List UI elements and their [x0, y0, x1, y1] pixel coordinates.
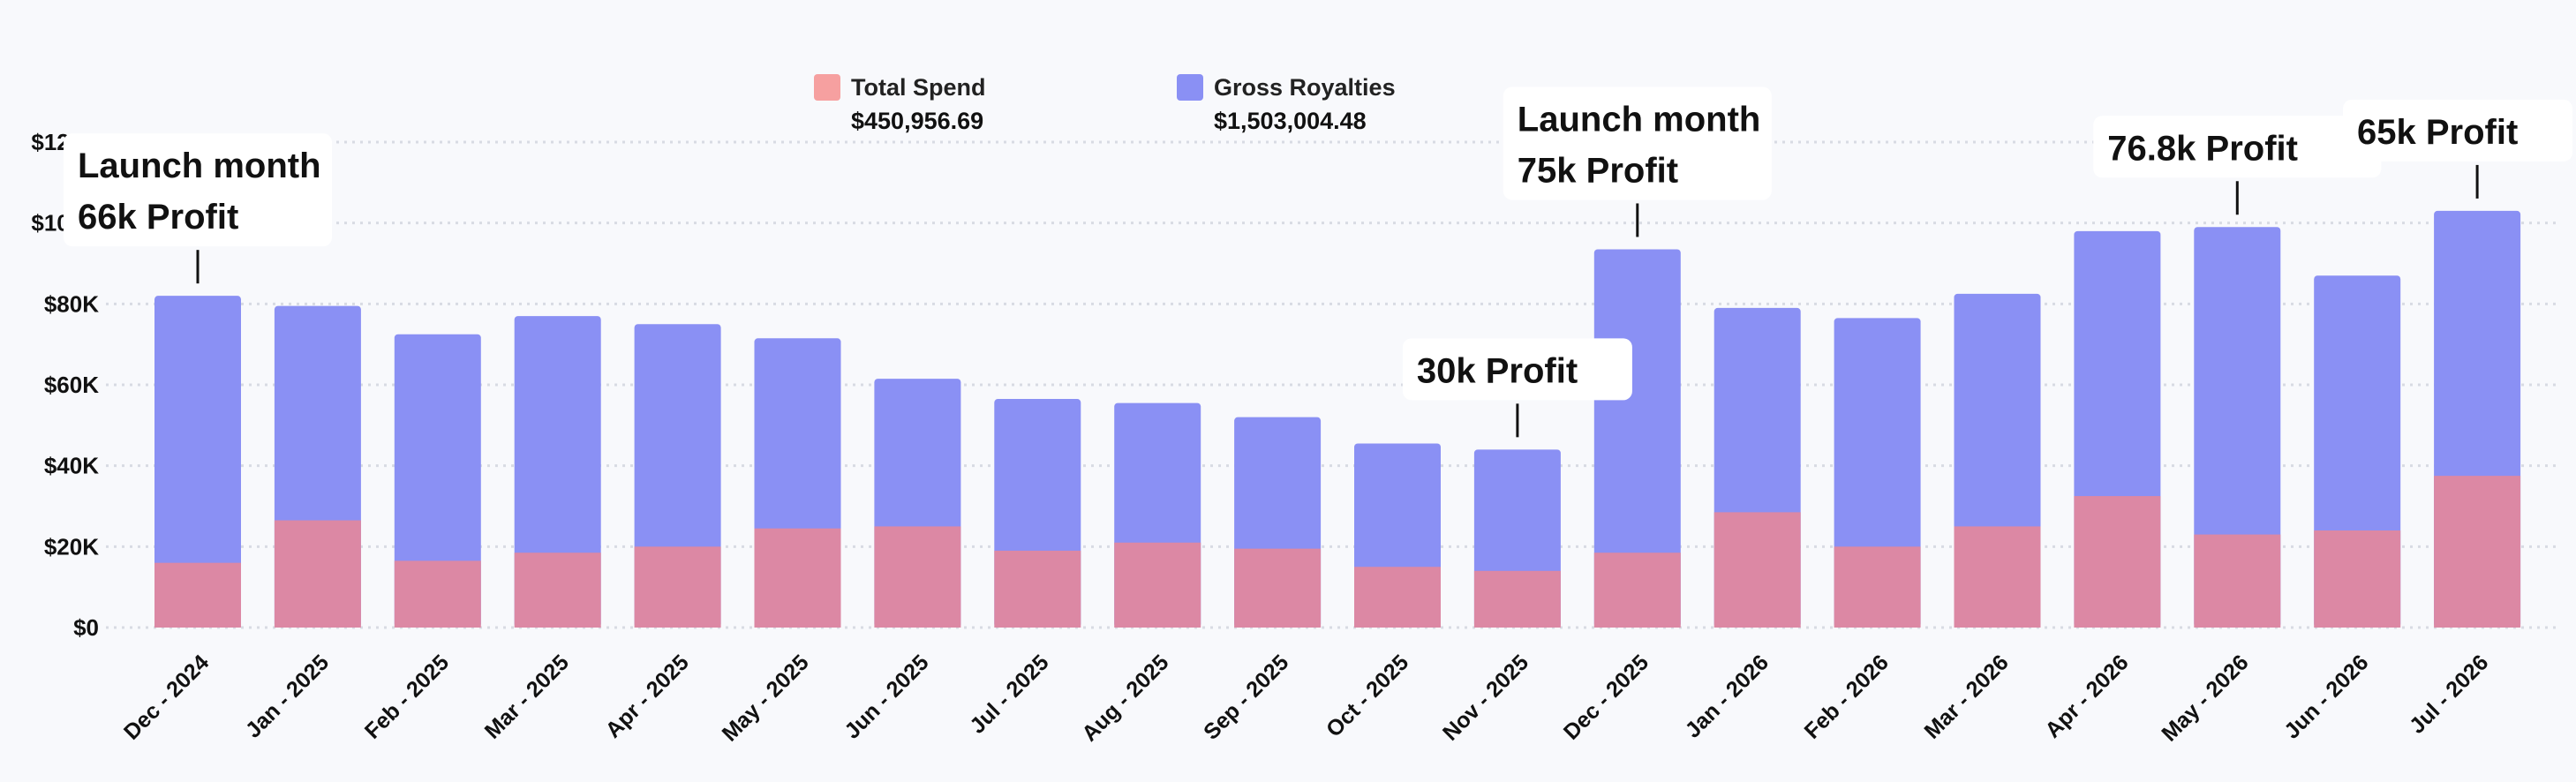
x-tick-label: Jul - 2026 [2405, 650, 2493, 738]
annotation-text: 65k Profit [2357, 113, 2518, 152]
x-tick-label: Jun - 2025 [840, 650, 933, 743]
bar-total-spend [754, 528, 841, 628]
bar-total-spend [1834, 546, 1921, 628]
legend-item: Total Spend $450,956.69 [814, 74, 986, 134]
legend-total: $1,503,004.48 [1214, 108, 1367, 134]
annotation-text: Launch month [1518, 100, 1761, 139]
bar-gross-royalties [514, 316, 601, 628]
y-tick-label: $60K [44, 372, 99, 398]
x-tick-label: Oct - 2025 [1322, 650, 1413, 741]
annotation-box [64, 133, 332, 247]
profit-annotation: Launch month 75k Profit [1503, 86, 1772, 237]
x-tick-label: Dec - 2024 [119, 650, 214, 744]
x-tick-label: Aug - 2025 [1077, 650, 1173, 746]
annotation-text: 30k Profit [1417, 351, 1578, 390]
legend-swatch [814, 74, 840, 101]
bar-total-spend [1354, 567, 1441, 628]
annotation-text: 75k Profit [1518, 151, 1678, 190]
bar-gross-royalties [394, 334, 481, 628]
x-tick-label: Dec - 2025 [1559, 650, 1653, 744]
x-tick-label: Apr - 2025 [601, 650, 694, 742]
annotation-text: 76.8k Profit [2107, 129, 2298, 168]
x-tick-label: Jul - 2025 [965, 650, 1053, 738]
y-tick-label: $20K [44, 533, 99, 560]
bar-total-spend [394, 560, 481, 628]
y-tick-label: $40K [44, 453, 99, 479]
legend-total: $450,956.69 [851, 108, 983, 134]
bar-total-spend [634, 546, 721, 628]
y-tick-label: $0 [73, 614, 99, 641]
x-tick-label: Feb - 2025 [360, 650, 454, 743]
bar-total-spend [874, 526, 961, 628]
bar-gross-royalties [2194, 227, 2281, 628]
x-tick-label: Sep - 2025 [1199, 650, 1293, 744]
x-tick-label: Feb - 2026 [1800, 650, 1894, 743]
y-tick-label: $80K [44, 290, 99, 317]
bar-total-spend [1473, 570, 1561, 628]
x-tick-label: May - 2026 [2157, 650, 2253, 746]
x-tick-label: Mar - 2025 [480, 650, 574, 743]
bar-total-spend [2074, 496, 2161, 628]
legend-swatch [1177, 74, 1203, 101]
legend-label: Total Spend [851, 74, 986, 101]
annotation-box [2343, 99, 2572, 162]
annotation-text: 66k Profit [78, 198, 238, 237]
annotation-box [1503, 86, 1772, 200]
legend-label: Gross Royalties [1214, 74, 1396, 101]
bar-total-spend [1114, 542, 1201, 628]
profit-annotation: 30k Profit [1402, 338, 1632, 438]
x-tick-label: Jan - 2026 [1681, 650, 1774, 742]
legend-item: Gross Royalties $1,503,004.48 [1177, 74, 1396, 134]
bar-total-spend [274, 520, 361, 628]
x-tick-label: Nov - 2025 [1438, 650, 1533, 745]
x-tick-label: Jun - 2026 [2279, 650, 2373, 743]
bar-gross-royalties [154, 296, 241, 628]
x-tick-label: May - 2025 [718, 650, 814, 746]
x-tick-label: Apr - 2026 [2040, 650, 2133, 742]
profit-annotation: 65k Profit [2343, 99, 2572, 199]
annotation-box [1402, 338, 1632, 401]
bar-total-spend [1714, 512, 1801, 628]
annotation-box [2093, 116, 2382, 178]
bar-total-spend [514, 553, 601, 628]
bar-total-spend [154, 562, 241, 628]
bar-total-spend [1593, 553, 1681, 628]
bar-total-spend [994, 550, 1081, 628]
profit-annotation: Launch month 66k Profit [64, 133, 332, 284]
bar-total-spend [1954, 526, 2041, 628]
annotation-text: Launch month [78, 147, 321, 185]
profit-annotation: 76.8k Profit [2093, 116, 2382, 215]
bar-total-spend [2194, 534, 2281, 628]
x-tick-label: Jan - 2025 [241, 650, 334, 742]
x-tick-label: Mar - 2026 [1919, 650, 2013, 743]
bar-total-spend [2314, 530, 2401, 628]
bar-total-spend [1234, 548, 1322, 628]
bar-total-spend [2434, 476, 2521, 628]
